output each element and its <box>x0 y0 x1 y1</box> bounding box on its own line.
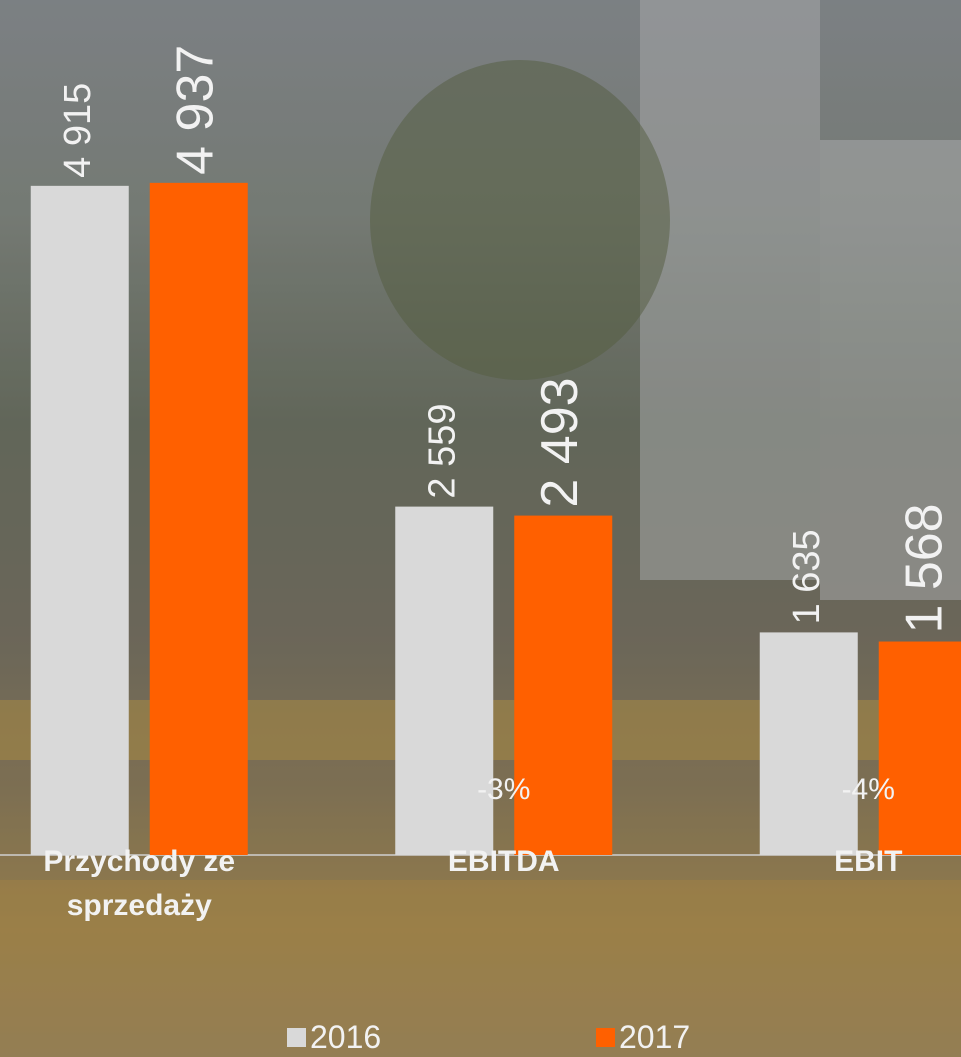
change-label: -4% <box>841 773 895 806</box>
value-label: 1 568 <box>895 503 953 633</box>
value-label: 2 559 <box>421 404 463 499</box>
value-label: 1 635 <box>786 529 828 624</box>
value-label: 4 937 <box>166 45 224 175</box>
bar <box>878 641 961 855</box>
bar <box>30 185 129 855</box>
legend-item: 2016 <box>287 1019 381 1056</box>
legend-label: 2017 <box>619 1019 691 1055</box>
value-label: 4 915 <box>57 83 99 178</box>
legend-label: 2016 <box>310 1019 382 1055</box>
category-label: EBITDA <box>447 845 560 878</box>
value-label: 2 493 <box>531 377 589 507</box>
bar <box>759 632 858 855</box>
bar <box>514 515 613 855</box>
legend-swatch <box>596 1028 615 1047</box>
legend-item: 2017 <box>596 1019 690 1056</box>
bar <box>395 506 494 855</box>
bar <box>149 182 248 856</box>
change-label: -3% <box>477 773 531 806</box>
category-label: EBIT <box>834 845 903 878</box>
legend-swatch <box>287 1028 306 1047</box>
category-label: Przychody ze sprzedaży <box>43 845 236 922</box>
